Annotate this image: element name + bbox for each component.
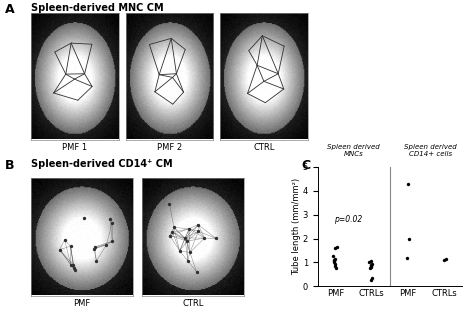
Point [330,258,337,263]
Point [166,202,173,207]
Point [366,266,374,271]
Text: A: A [5,3,14,16]
Point [405,236,413,241]
Point [368,262,375,267]
Point [70,266,77,271]
Text: Spleen-derived CD14⁺ CM: Spleen-derived CD14⁺ CM [31,159,173,169]
Point [212,236,219,241]
Point [80,215,88,220]
Text: p=0.02: p=0.02 [334,215,363,224]
Point [61,237,68,242]
Point [368,259,375,264]
Point [201,236,208,241]
Point [329,254,337,259]
Point [71,267,79,273]
X-axis label: PMF 2: PMF 2 [157,143,182,152]
X-axis label: PMF 1: PMF 1 [62,143,87,152]
Point [92,259,100,264]
Point [90,246,98,252]
Point [195,229,202,234]
Point [183,238,191,244]
Point [166,233,173,238]
Point [193,269,201,274]
Point [176,248,183,253]
Point [102,242,110,247]
Point [333,244,340,249]
Point [332,266,340,271]
Point [365,260,373,265]
Text: Spleen derived
CD14+ cells: Spleen derived CD14+ cells [404,144,457,157]
Point [369,275,376,280]
Point [56,247,64,252]
Point [330,260,338,265]
Point [440,258,448,263]
Point [67,244,74,249]
Point [109,239,116,244]
Point [404,181,412,186]
Point [186,250,194,255]
Point [181,235,189,240]
Y-axis label: Tube length (mm/mm²): Tube length (mm/mm²) [292,178,301,275]
Point [331,256,338,261]
Point [194,222,202,227]
Point [368,261,376,266]
Point [443,256,450,261]
Point [331,261,338,266]
Point [331,263,339,268]
Point [109,221,116,226]
Point [330,259,337,264]
Point [170,225,178,230]
Point [367,265,375,270]
X-axis label: CTRL: CTRL [254,143,275,152]
Text: C: C [301,159,310,172]
X-axis label: CTRL: CTRL [182,299,204,308]
Point [70,262,77,267]
Point [403,255,410,260]
Text: B: B [5,159,14,172]
Point [368,263,375,268]
Point [367,278,374,283]
Point [106,217,114,222]
X-axis label: PMF: PMF [73,299,91,308]
Point [67,262,74,267]
Point [331,245,339,251]
Text: Spleen-derived MNC CM: Spleen-derived MNC CM [31,3,164,13]
Point [184,258,191,263]
Point [169,230,176,235]
Text: Spleen derived
MNCs: Spleen derived MNCs [328,144,380,157]
Point [185,226,193,231]
Point [91,245,99,250]
